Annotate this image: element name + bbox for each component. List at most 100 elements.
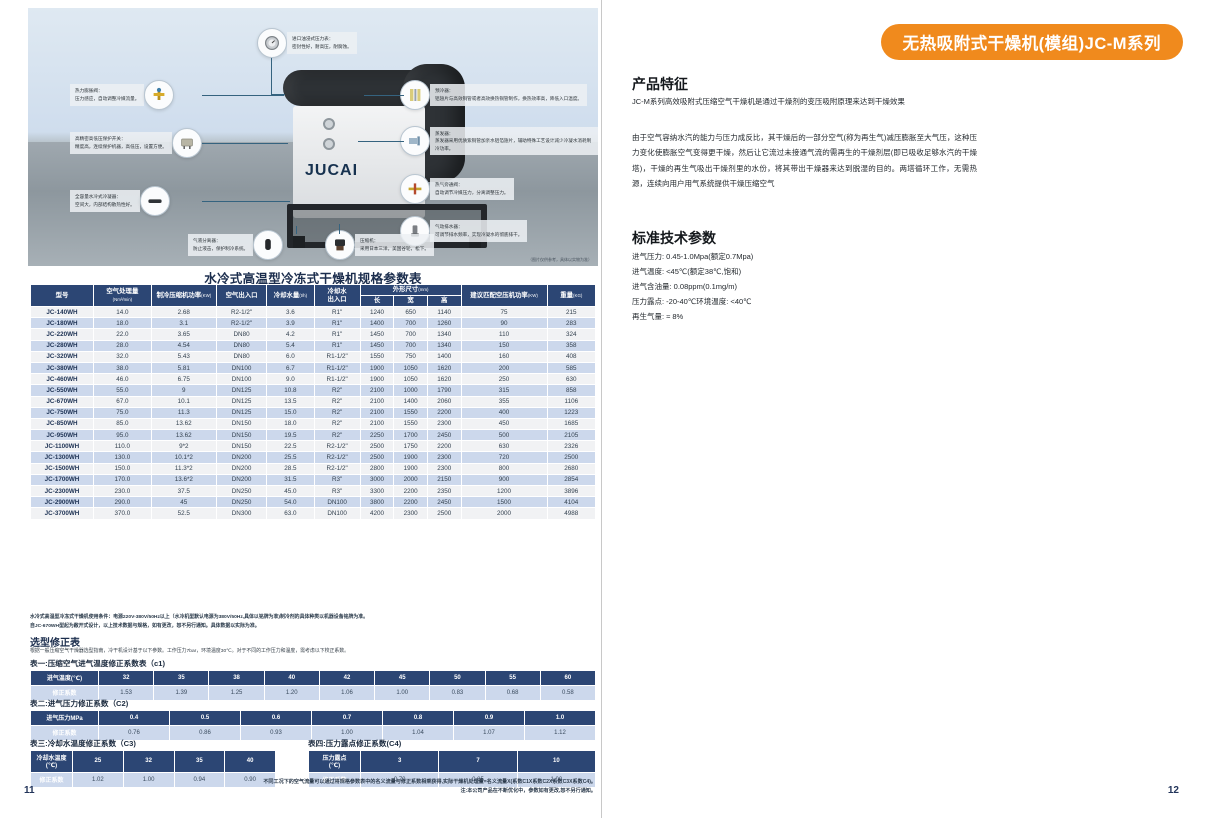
cell-value: DN150 bbox=[215, 440, 268, 453]
cell-value: R2" bbox=[313, 406, 361, 419]
cell-value: 700 bbox=[393, 339, 428, 352]
cell-value: 1700 bbox=[393, 429, 428, 442]
callout-compressor: 压缩机： 采用日本三洋，美国谷轮，松下。 bbox=[325, 230, 434, 260]
c2-table: 进气压力MPa 0.4 0.5 0.6 0.7 0.8 0.9 1.0 修正系数 0.76 0.86… bbox=[30, 710, 596, 741]
pressure-gauge-icon bbox=[257, 28, 287, 58]
spec-table-title: 水冷式高温型冷冻式干燥机规格参数表 bbox=[204, 272, 422, 286]
cell-value: 75 bbox=[460, 305, 548, 319]
cell-value: 1050 bbox=[393, 361, 428, 375]
cell-value: 370.0 bbox=[93, 507, 152, 520]
cell-value: 150.0 bbox=[93, 462, 152, 475]
table-row: JC-850WH 85.0 13.62 DN150 18.0 R2" 2100 1550 230… bbox=[30, 417, 597, 431]
table-row: 进气温度(℃) 32 35 38 40 42 45 50 55 60 bbox=[30, 670, 597, 686]
cell-value: 160 bbox=[460, 350, 548, 363]
cell-value: 2105 bbox=[546, 429, 597, 442]
callout-text: 高精密高低压保护开关： 精度高，连续保护机器，高低压，设置方便。 bbox=[70, 132, 172, 154]
cell-value: 0.90 bbox=[224, 771, 276, 788]
leader-line bbox=[358, 141, 404, 142]
table-row: JC-180WH 18.0 3.1 R2-1/2" 3.9 R1" 1400 700 1260 9… bbox=[30, 317, 597, 330]
cell-value: R1-1/2" bbox=[313, 361, 361, 375]
cell-value: 0.85 bbox=[438, 771, 518, 788]
c4-title: 表四:压力露点修正系数(C4) bbox=[308, 739, 402, 748]
spec-table: 型号 空气处理量 (Nm³/min) 制冷压缩机功率(KW) 空气出入口 冷却水… bbox=[30, 284, 597, 520]
spec-table-body: JC-140WH 14.0 2.68 R2-1/2" 3.6 R1" 1240 650 1140… bbox=[30, 305, 597, 520]
table-row: JC-280WH 28.0 4.54 DN80 5.4 R1" 1450 700 1340 150… bbox=[30, 339, 597, 352]
cell-value: 28.0 bbox=[93, 339, 152, 352]
cell-value: 250 bbox=[460, 373, 548, 386]
callout-water-cooled-condenser: 全容量水冷式冷凝器： 空间大，内部结构散热性好。 bbox=[70, 186, 170, 216]
cell-value: 54.0 bbox=[266, 496, 315, 509]
cell-value: 1.00 bbox=[516, 771, 597, 788]
column-header: 35 bbox=[153, 670, 210, 686]
cell-value: 215 bbox=[546, 305, 597, 319]
cell-value: 2100 bbox=[359, 417, 395, 431]
cell-value: 2.68 bbox=[150, 305, 217, 319]
table-row: 修正系数 0.76 0.86 0.93 1.00 1.04 1.07 1.12 bbox=[30, 724, 596, 741]
leader-line bbox=[364, 95, 404, 96]
cell-value: 11.3 bbox=[150, 406, 217, 419]
cell-value: 90 bbox=[460, 317, 548, 330]
column-header: 0.9 bbox=[453, 710, 525, 726]
cell-value: 1790 bbox=[426, 384, 462, 397]
th-weight: 重量(KG) bbox=[546, 284, 597, 307]
callout-pressure-gauge: 进口油浸式压力表： 密封性好，耐高压，耐腐蚀。 bbox=[257, 28, 357, 58]
cell-value: 4104 bbox=[546, 496, 597, 509]
column-header: 32 bbox=[122, 750, 175, 773]
cell-value: R1" bbox=[313, 328, 361, 341]
cell-model: JC-220WH bbox=[30, 328, 94, 341]
spec-table-notes: 水冷式高温型冷冻式干燥机使用条件：电源220V-380V/50Hz以上（水冷机型… bbox=[30, 614, 596, 631]
cell-value: DN150 bbox=[215, 429, 268, 442]
cell-model: JC-2900WH bbox=[30, 496, 94, 509]
th-air-ports: 空气出入口 bbox=[215, 284, 268, 307]
cell-value: 6.0 bbox=[266, 350, 315, 363]
cell-model: JC-140WH bbox=[30, 305, 94, 319]
column-header: 10 bbox=[516, 750, 597, 773]
cell-model: JC-1700WH bbox=[30, 473, 94, 487]
cell-value: R2-1/2" bbox=[313, 462, 361, 475]
cell-value: R1-1/2" bbox=[313, 373, 361, 386]
column-header: 0.5 bbox=[169, 710, 241, 726]
cell-value: 95.0 bbox=[93, 429, 152, 442]
cell-value: 6.7 bbox=[266, 361, 315, 375]
cell-value: 13.62 bbox=[150, 429, 217, 442]
cell-value: 25.5 bbox=[266, 451, 315, 464]
cell-value: 3896 bbox=[546, 484, 597, 498]
table-row: 修正系数 1.02 1.00 0.94 0.90 bbox=[30, 771, 276, 788]
th-dimensions: 外形尺寸(mm) bbox=[359, 284, 462, 296]
cell-value: 720 bbox=[460, 451, 548, 464]
cell-value: 1340 bbox=[426, 339, 462, 352]
column-header: 55 bbox=[484, 670, 541, 686]
cell-value: 18.0 bbox=[93, 317, 152, 330]
cell-value: 0.58 bbox=[539, 684, 597, 701]
separator-icon bbox=[253, 230, 284, 260]
cell-value: R2-1/2" bbox=[215, 305, 268, 319]
table-row: 修正系数 0.70 0.85 1.00 bbox=[308, 771, 597, 788]
features-paragraph-2: 由于空气容纳水汽的能力与压力成反比，其干燥后的一部分空气(称为再生气)减压膨胀至… bbox=[632, 133, 977, 189]
cell-value: 1400 bbox=[393, 395, 428, 408]
hero-product-photo: JUCAI 进口油浸式压力表： 密封性好，耐高压，耐腐蚀。 bbox=[28, 8, 598, 266]
cell-value: 1.06 bbox=[318, 684, 376, 701]
column-header: 0.6 bbox=[240, 710, 312, 726]
compressor-icon bbox=[325, 230, 355, 260]
cell-value: R2-1/2" bbox=[313, 451, 361, 464]
cell-value: 858 bbox=[546, 384, 597, 397]
th-length: 长 bbox=[359, 295, 395, 307]
cell-value: DN100 bbox=[215, 373, 268, 386]
cell-value: 1050 bbox=[393, 373, 428, 386]
machine-gauge-icon bbox=[323, 118, 335, 130]
callout-text: 热力膨胀阀： 压力感应，自动调整冷媒流量。 bbox=[70, 84, 145, 106]
table-row: JC-1100WH 110.0 9*2 DN150 22.5 R2-1/2" 2500 175… bbox=[30, 440, 597, 453]
table-row: 进气压力MPa 0.4 0.5 0.6 0.7 0.8 0.9 1.0 bbox=[30, 710, 596, 726]
cell-value: 2000 bbox=[393, 473, 428, 487]
callout-text: 蒸发器： 蒸发器采用优质紫铜管加亲水铝箔翅片，辅助特殊工艺设计减少冷凝水消耗制冷… bbox=[430, 126, 598, 156]
cell-value: 32.0 bbox=[93, 350, 152, 363]
brand-logo: JUCAI bbox=[305, 162, 359, 179]
cell-value: R3" bbox=[313, 484, 361, 498]
cell-value: 200 bbox=[460, 361, 548, 375]
th-air-flow: 空气处理量 (Nm³/min) bbox=[93, 284, 152, 307]
cell-value: DN200 bbox=[215, 451, 268, 464]
cell-value: 1.39 bbox=[153, 684, 210, 701]
cell-model: JC-3700WH bbox=[30, 507, 94, 520]
c2-title: 表二:进气压力修正系数（C2) bbox=[30, 699, 129, 708]
